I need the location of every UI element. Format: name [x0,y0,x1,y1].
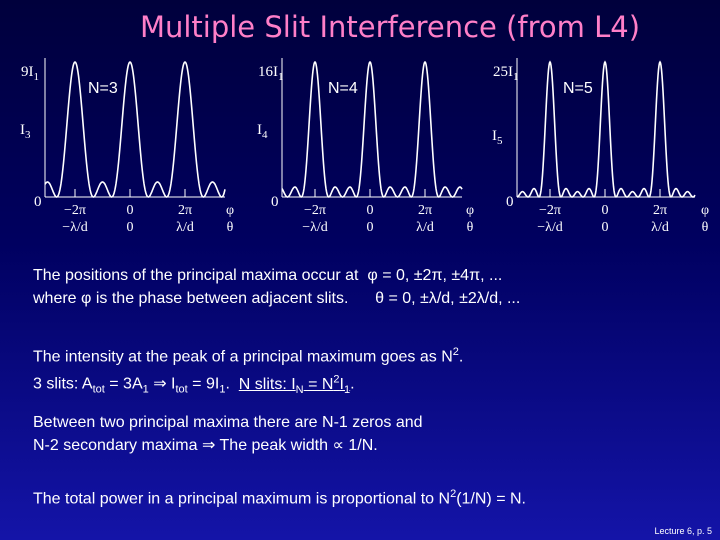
angle-tick-label: 0 [366,220,374,235]
angle-tick-label: θ [226,220,234,235]
text: 2 [452,346,459,358]
text: φ = 0, ±2π, ±4π, ... [367,267,503,284]
phase-tick-label: 0 [126,203,134,218]
line: N-2 secondary maxima ⇒ The peak width ∝ … [33,434,423,457]
phase-tick-label: −2π [539,203,561,218]
title: Multiple Slit Interference (from L4) [139,10,641,44]
origin-label: 0 [506,194,514,210]
phase-tick-label: 2π [177,203,193,218]
phase-tick-label: −2π [64,203,86,218]
text: Between two principal maxima there are N… [33,414,423,431]
text: θ = 0, ±λ/d, ±2λ/d, ... [375,290,521,307]
text: tot [175,383,188,396]
text: = 3A [104,375,143,393]
text: 3 [25,129,31,141]
origin-label: 0 [271,194,279,210]
angle-tick-label: −λ/d [62,220,88,235]
text: I [492,128,497,144]
intensity-curve [281,60,463,198]
text: where φ is the phase between adjacent sl… [33,290,349,307]
peak-label: 9I1 [21,64,39,83]
phase-tick-label: −2π [304,203,326,218]
paragraph: Between two principal maxima there are N… [33,411,423,457]
line: The intensity at the peak of a principal… [33,341,463,368]
text: The positions of the principal maxima oc… [33,267,359,284]
text: 1 [142,383,149,396]
intensity-curve [44,61,226,198]
line: 3 slits: Atot = 3A1 ⇒ Itot = 9I1. N slit… [33,368,463,402]
text: ⇒ I [148,375,176,393]
text: N slits: I [238,375,296,393]
text: 4 [262,129,268,141]
footer: Lecture 6, p. 5 [654,526,712,536]
line: Between two principal maxima there are N… [33,411,423,434]
text: . [225,375,239,393]
text: = 9I [187,375,220,393]
text: The intensity at the peak of a principal… [33,348,453,366]
phase-tick-label: 0 [601,203,609,218]
angle-tick-label: −λ/d [537,220,563,235]
n-label: N=4 [328,80,358,97]
line: The total power in a principal maximum i… [33,483,526,510]
text: 1 [219,383,226,396]
text: . [373,437,378,454]
intensity-curve [516,60,696,198]
phase-tick-label: 2π [417,203,433,218]
phase-tick-label: 2π [652,203,668,218]
secondary-label: I4 [257,122,268,141]
text: I [20,122,25,138]
angle-tick-label: θ [701,220,709,235]
text: 1 [33,71,40,83]
angle-tick-label: λ/d [176,220,194,235]
phase-tick-label: 0 [366,203,374,218]
text: I [339,375,344,393]
angle-tick-label: 0 [601,220,609,235]
n-label: N=3 [88,80,118,97]
text: 1 [513,71,519,83]
secondary-label: I3 [20,122,31,141]
text: . [458,348,464,366]
peak-label: 25I1 [493,64,519,83]
text: 2 [333,373,340,386]
text: 9I [21,64,34,80]
text: = N [303,375,334,393]
paragraph: The total power in a principal maximum i… [33,483,526,510]
angle-tick-label: λ/d [416,220,434,235]
text: 25I [493,64,513,80]
text: N slits: IN = N2I1 [238,373,351,396]
angle-tick-label: 0 [126,220,134,235]
angle-tick-label: −λ/d [302,220,328,235]
angle-tick-label: θ [466,220,474,235]
text: 16I [258,64,278,80]
phase-tick-label: φ [225,203,235,218]
text: 1 [278,71,284,83]
origin-label: 0 [34,194,42,210]
secondary-label: I5 [492,128,503,147]
text: 1 [344,383,351,396]
phase-tick-label: φ [465,203,475,218]
text: 3 slits: A [33,375,93,393]
paragraph: The intensity at the peak of a principal… [33,341,463,402]
n-label: N=5 [563,80,593,97]
line: The positions of the principal maxima oc… [33,264,520,287]
text: ⇒ The peak width ∝ 1/N [201,437,374,454]
text: The total power in a principal maximum i… [33,490,451,508]
line: where φ is the phase between adjacent sl… [33,287,520,310]
text: N-2 secondary maxima [33,437,202,454]
text: (1/N) = N. [456,490,526,508]
angle-tick-label: λ/d [651,220,669,235]
paragraph: The positions of the principal maxima oc… [33,264,520,310]
text: N [295,383,304,396]
text: tot [92,383,105,396]
phase-tick-label: φ [700,203,710,218]
text: . [350,375,355,393]
text: 5 [497,135,503,147]
text: 2 [450,488,457,500]
text: I [257,122,262,138]
peak-label: 16I1 [258,64,284,83]
